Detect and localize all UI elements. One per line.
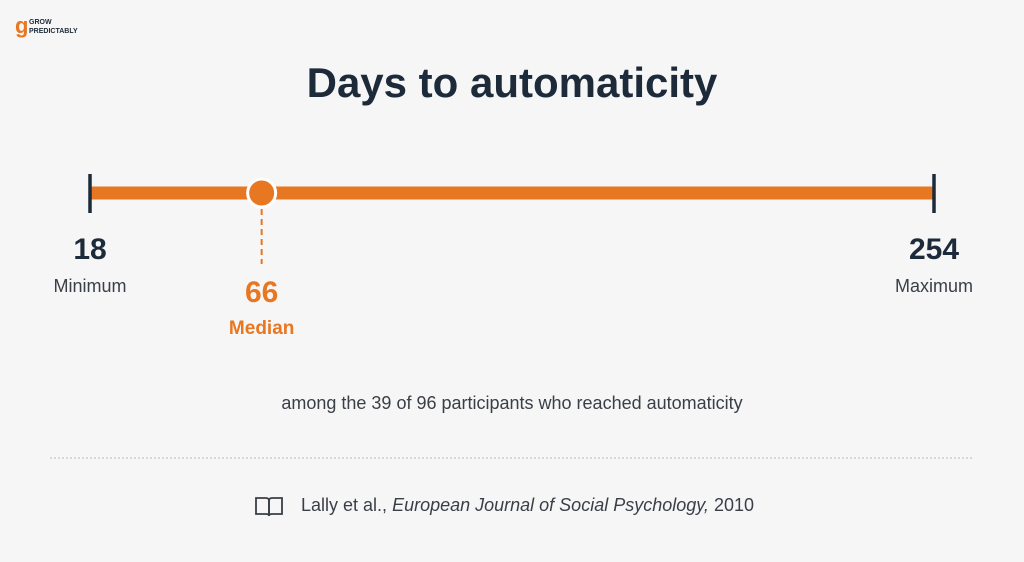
median-dot <box>246 177 278 209</box>
point-label: Minimum <box>53 276 126 296</box>
value-label: 66 <box>245 276 278 309</box>
value-label: 18 <box>73 233 106 266</box>
point-label: Median <box>229 318 294 339</box>
brand-line: PREDICTABLY <box>29 28 78 35</box>
citation-authors: Lally et al., <box>301 495 387 515</box>
chart-title: Days to automaticity <box>307 59 718 106</box>
brand-line: GROW <box>29 19 52 26</box>
book-icon <box>255 497 283 517</box>
note: among the 39 of 96 participants who reac… <box>281 393 742 413</box>
point-label: Maximum <box>895 276 973 296</box>
value-label: 254 <box>909 233 959 266</box>
logo-mark: g <box>15 13 28 38</box>
citation-year: 2010 <box>714 495 754 515</box>
citation: Lally et al., European Journal of Social… <box>301 495 754 515</box>
citation-journal: European Journal of Social Psychology, <box>392 495 709 515</box>
